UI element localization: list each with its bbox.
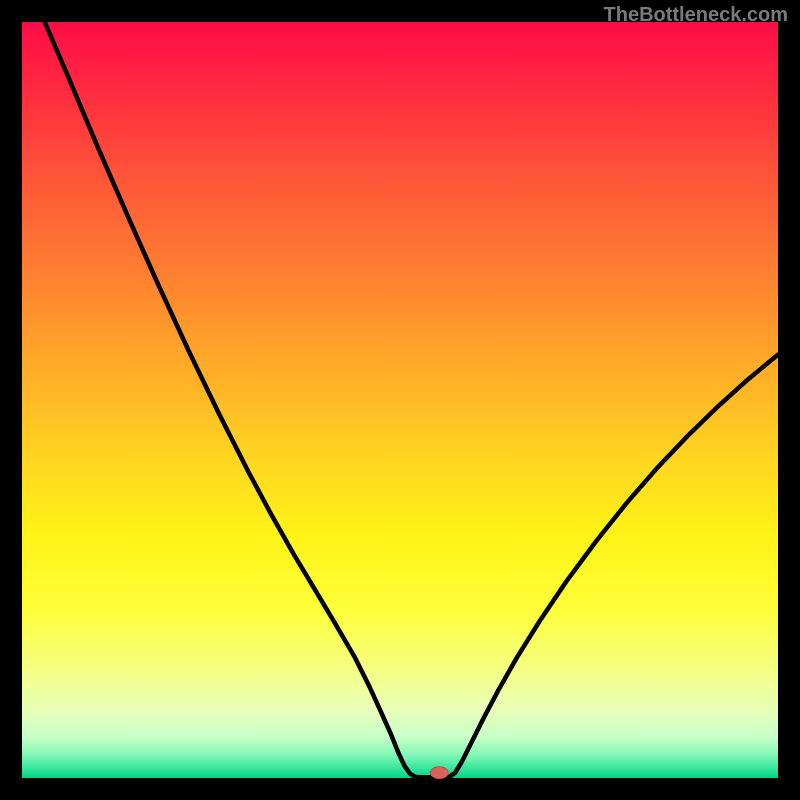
bottleneck-chart xyxy=(0,0,800,800)
watermark-text: TheBottleneck.com xyxy=(604,4,788,27)
chart-container: TheBottleneck.com xyxy=(0,0,800,800)
plot-background xyxy=(22,22,778,778)
minimum-marker xyxy=(430,767,448,779)
